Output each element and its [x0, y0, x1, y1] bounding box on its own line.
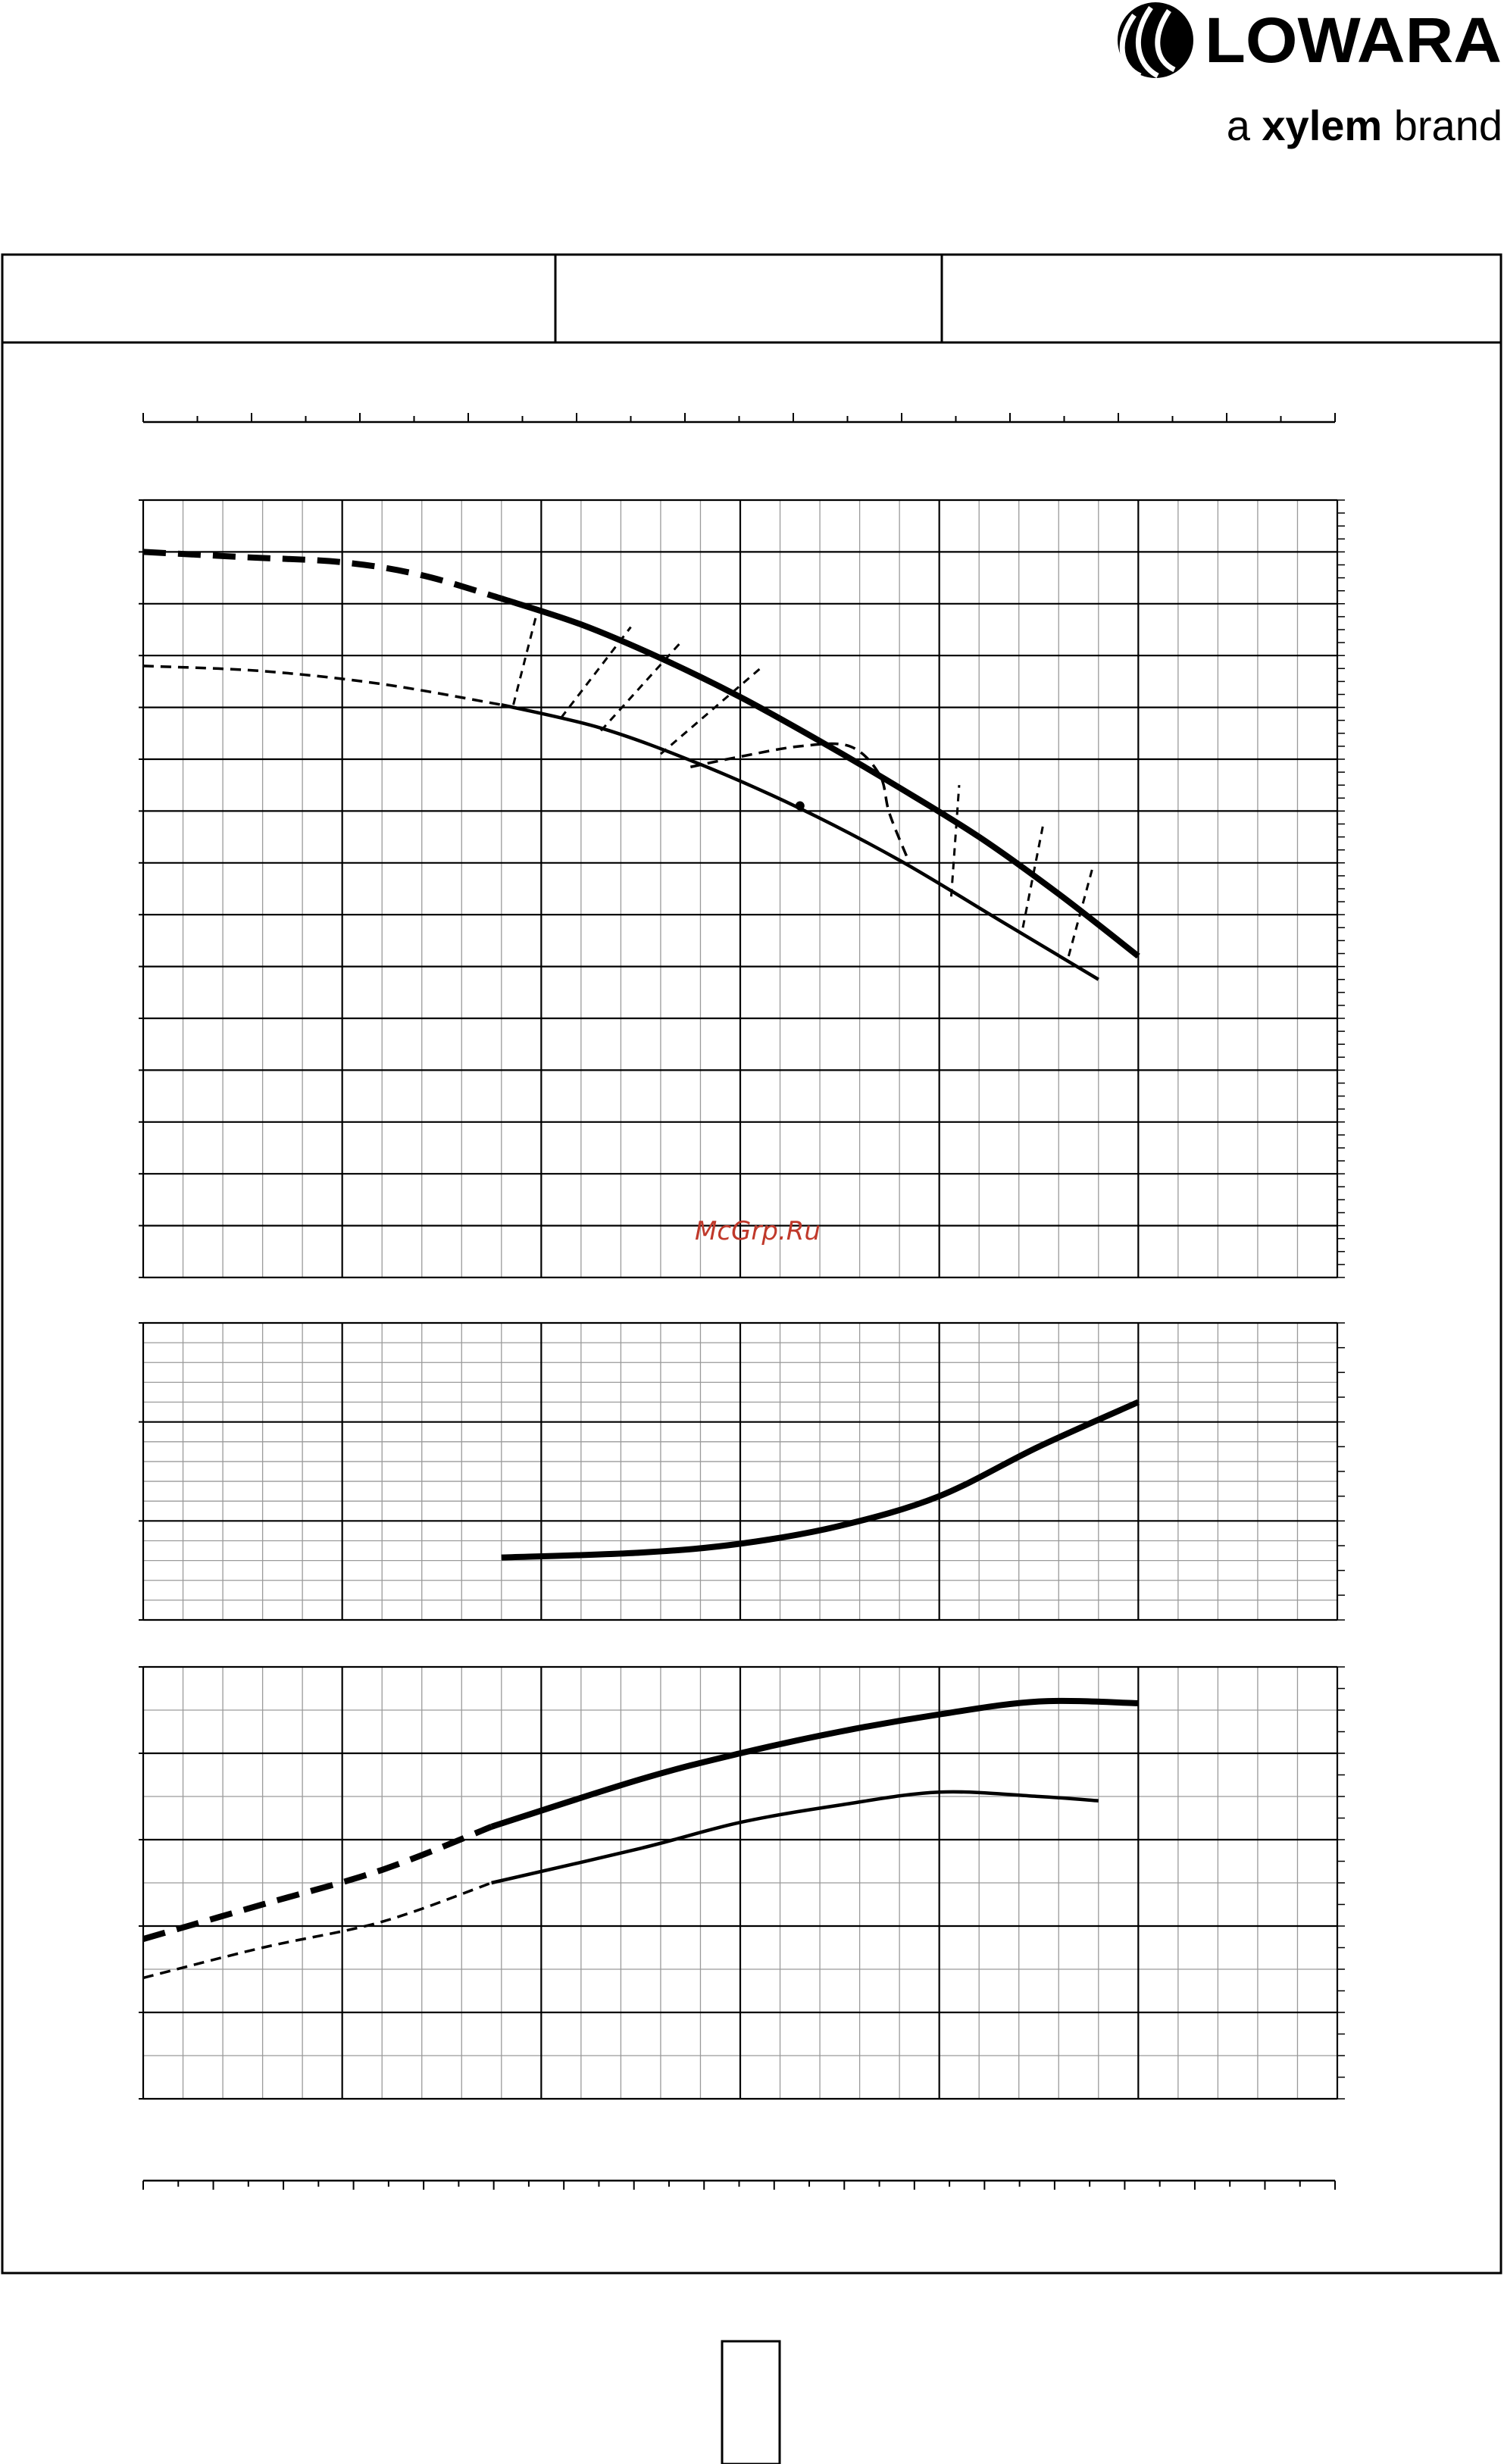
head-chart-grid [139, 500, 1345, 1277]
curve-thin-dashed-2 [143, 1883, 492, 1978]
power-chart-grid [139, 1667, 1345, 2099]
bottom-flow-scale [143, 2181, 1335, 2190]
curve-hatch-dashed-11 [1068, 868, 1093, 956]
head-chart [139, 500, 1345, 1277]
lowara-drop-icon [1118, 2, 1193, 78]
curve-thin-dashed-2 [143, 666, 502, 705]
npsh-chart-grid [139, 1323, 1345, 1620]
tagline-suffix: brand [1382, 102, 1502, 149]
lowara-logo: LOWARA a xylem brand [1118, 2, 1502, 149]
watermark: McGrp.Ru [695, 1216, 821, 1246]
brand-name: LOWARA [1205, 5, 1502, 76]
curve-hatch-dashed-6 [561, 627, 631, 718]
curve-hatch-dashed-5 [514, 611, 538, 705]
tagline-prefix: a [1227, 102, 1262, 149]
top-flow-scale [143, 413, 1335, 422]
brand-tagline: a xylem brand [1227, 102, 1502, 149]
curve-thin-solid-3 [492, 1792, 1099, 1883]
curve-thick-dashed-0 [143, 552, 502, 599]
curve-hatch-dashed-9 [951, 785, 959, 896]
npsh-chart [139, 1323, 1345, 1620]
tagline-brand: xylem [1262, 102, 1382, 149]
curve-point-0 [796, 802, 805, 811]
power-chart [139, 1667, 1345, 2099]
page-number-box [722, 2341, 780, 2464]
